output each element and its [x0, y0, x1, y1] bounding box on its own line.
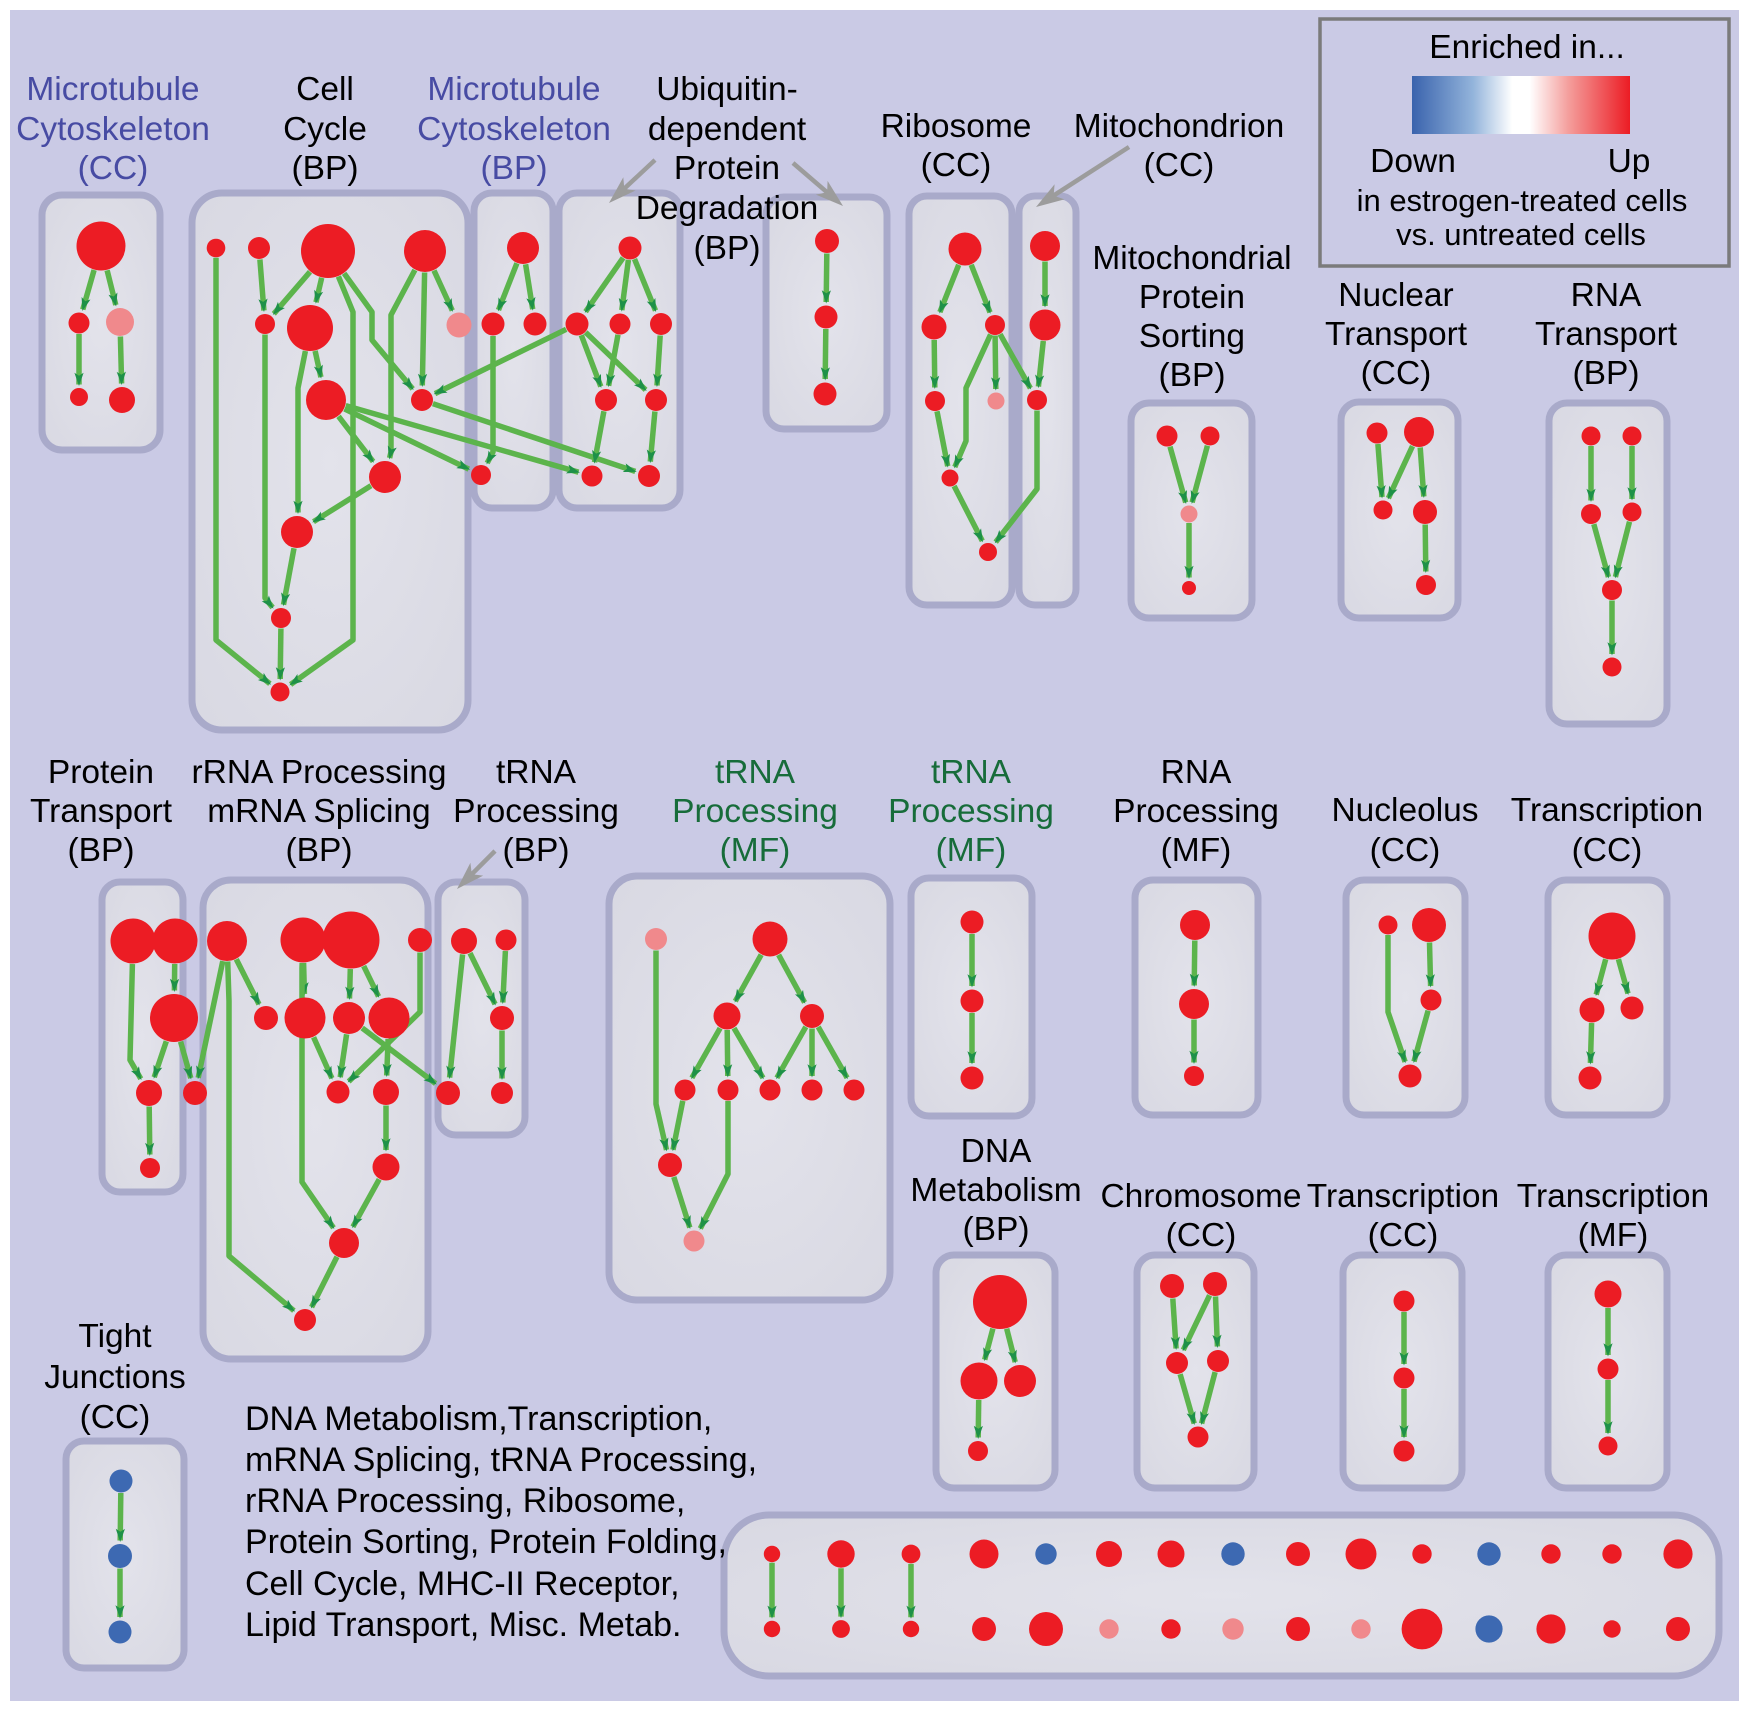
svg-text:Cytoskeleton: Cytoskeleton — [417, 111, 611, 148]
svg-text:Lipid Transport, Misc. Metab.: Lipid Transport, Misc. Metab. — [245, 1606, 682, 1644]
svg-text:(CC): (CC) — [1166, 1217, 1237, 1254]
svg-text:(CC): (CC) — [921, 147, 992, 184]
svg-text:(BP): (BP) — [286, 832, 353, 869]
svg-text:Nuclear: Nuclear — [1338, 277, 1453, 314]
svg-text:Chromosome: Chromosome — [1100, 1178, 1301, 1215]
svg-text:(BP): (BP) — [292, 150, 359, 187]
svg-text:DNA Metabolism,Transcription,: DNA Metabolism,Transcription, — [245, 1400, 712, 1438]
svg-text:Processing: Processing — [672, 793, 838, 830]
svg-text:tRNA: tRNA — [931, 754, 1012, 791]
svg-text:(CC): (CC) — [1370, 832, 1441, 869]
svg-text:Tight: Tight — [78, 1318, 152, 1355]
svg-text:Transcription: Transcription — [1307, 1178, 1499, 1215]
svg-text:Cell: Cell — [296, 71, 354, 108]
svg-text:Nucleolus: Nucleolus — [1331, 792, 1478, 829]
svg-text:(MF): (MF) — [1578, 1217, 1649, 1254]
svg-text:Protein: Protein — [48, 754, 154, 791]
svg-text:(CC): (CC) — [1572, 832, 1643, 869]
svg-text:Degradation: Degradation — [636, 190, 819, 227]
svg-text:Junctions: Junctions — [44, 1359, 186, 1396]
svg-text:Microtubule: Microtubule — [26, 71, 199, 108]
svg-text:(MF): (MF) — [720, 832, 791, 869]
svg-text:Protein: Protein — [674, 150, 780, 187]
svg-text:Protein Sorting, Protein Foldi: Protein Sorting, Protein Folding, — [245, 1523, 727, 1561]
svg-text:(BP): (BP) — [1159, 357, 1226, 394]
svg-text:DNA: DNA — [961, 1133, 1032, 1170]
svg-text:tRNA: tRNA — [715, 754, 796, 791]
svg-text:vs. untreated cells: vs. untreated cells — [1396, 217, 1646, 252]
svg-text:dependent: dependent — [648, 111, 807, 148]
svg-text:mRNA Splicing: mRNA Splicing — [207, 793, 430, 830]
svg-text:Processing: Processing — [1113, 793, 1279, 830]
svg-text:RNA: RNA — [1161, 754, 1232, 791]
svg-text:Transport: Transport — [1535, 316, 1678, 353]
svg-text:Transcription: Transcription — [1517, 1178, 1709, 1215]
svg-text:(BP): (BP) — [963, 1211, 1030, 1248]
svg-text:Enriched in...: Enriched in... — [1429, 29, 1625, 66]
svg-text:rRNA Processing, Ribosome,: rRNA Processing, Ribosome, — [245, 1482, 685, 1520]
svg-text:Cycle: Cycle — [283, 111, 367, 148]
svg-text:Microtubule: Microtubule — [427, 71, 600, 108]
svg-text:Mitochondrion: Mitochondrion — [1074, 108, 1284, 145]
svg-text:Protein: Protein — [1139, 279, 1245, 316]
svg-text:(MF): (MF) — [1161, 832, 1232, 869]
svg-text:Ribosome: Ribosome — [881, 108, 1032, 145]
svg-text:Processing: Processing — [888, 793, 1054, 830]
svg-text:rRNA Processing: rRNA Processing — [191, 754, 446, 791]
svg-text:(CC): (CC) — [1368, 1217, 1439, 1254]
svg-text:(CC): (CC) — [1361, 355, 1432, 392]
svg-text:Ubiquitin-: Ubiquitin- — [656, 71, 798, 108]
svg-text:Transport: Transport — [30, 793, 173, 830]
svg-text:Cell Cycle, MHC-II Receptor,: Cell Cycle, MHC-II Receptor, — [245, 1565, 680, 1603]
svg-text:Mitochondrial: Mitochondrial — [1092, 240, 1291, 277]
svg-text:Down: Down — [1370, 143, 1456, 180]
svg-text:(BP): (BP) — [503, 832, 570, 869]
svg-text:Metabolism: Metabolism — [910, 1172, 1081, 1209]
svg-text:RNA: RNA — [1571, 277, 1642, 314]
svg-text:(BP): (BP) — [694, 230, 761, 267]
svg-text:in estrogen-treated cells: in estrogen-treated cells — [1357, 183, 1688, 218]
svg-text:tRNA: tRNA — [496, 754, 577, 791]
svg-text:(BP): (BP) — [481, 150, 548, 187]
svg-text:Up: Up — [1608, 143, 1651, 180]
svg-text:(MF): (MF) — [936, 832, 1007, 869]
svg-text:(BP): (BP) — [68, 832, 135, 869]
svg-text:(CC): (CC) — [78, 150, 149, 187]
svg-text:Transcription: Transcription — [1511, 792, 1703, 829]
svg-text:mRNA Splicing, tRNA Processing: mRNA Splicing, tRNA Processing, — [245, 1441, 757, 1479]
svg-text:Processing: Processing — [453, 793, 619, 830]
svg-text:(CC): (CC) — [1144, 147, 1215, 184]
svg-text:Transport: Transport — [1325, 316, 1468, 353]
svg-text:(BP): (BP) — [1573, 355, 1640, 392]
svg-text:Cytoskeleton: Cytoskeleton — [16, 111, 210, 148]
svg-text:(CC): (CC) — [80, 1399, 151, 1436]
svg-text:Sorting: Sorting — [1139, 318, 1245, 355]
